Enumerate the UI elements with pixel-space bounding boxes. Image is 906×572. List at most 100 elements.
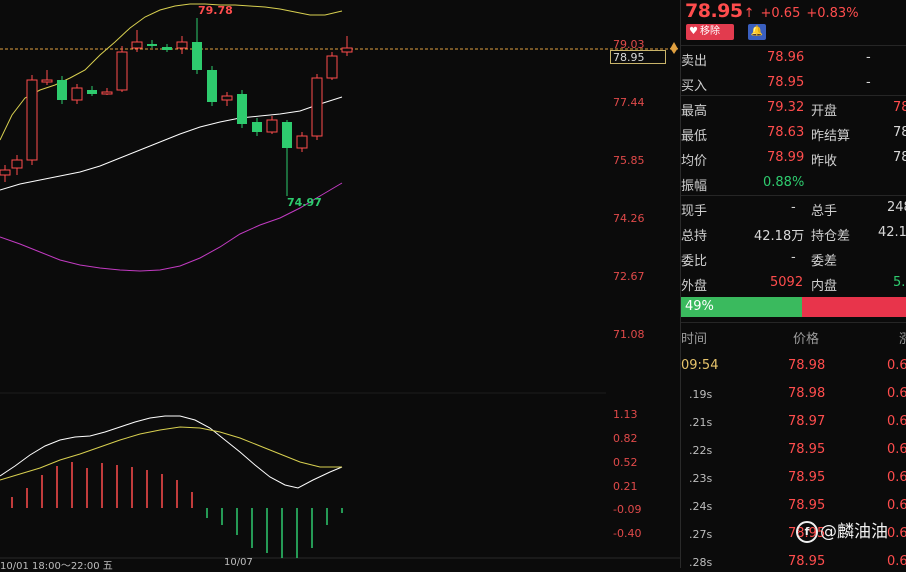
high-label: 最高 bbox=[681, 104, 708, 119]
bid-label: 买入 bbox=[681, 79, 708, 94]
quote-panel: 78.95↑ +0.65 +0.83% ♥ 移除 🔔 卖出 78.96 - 买入 78… bbox=[681, 0, 906, 568]
open-label: 开盘 bbox=[811, 104, 838, 119]
tick-price: 78.97 bbox=[788, 414, 826, 429]
tick-change: 0.6 bbox=[887, 358, 906, 373]
price-axis-label: 75.85 bbox=[613, 154, 645, 167]
last-price: 78.95 bbox=[685, 0, 743, 22]
chart-canvas[interactable] bbox=[0, 0, 680, 568]
outer-label: 外盘 bbox=[681, 279, 708, 294]
low-label: 最低 bbox=[681, 129, 708, 144]
alert-button[interactable]: 🔔 bbox=[748, 24, 766, 40]
macd-axis-label: -0.40 bbox=[613, 527, 642, 540]
divider bbox=[681, 45, 906, 46]
tick-price: 78.95 bbox=[788, 470, 826, 485]
avg-label: 均价 bbox=[681, 154, 708, 169]
order-ratio-value: - bbox=[791, 250, 796, 265]
low-value: 78.63 bbox=[767, 125, 805, 140]
tick-row[interactable]: .22s 78.95 0.6 bbox=[681, 436, 906, 464]
oi-change-label: 持仓差 bbox=[811, 229, 851, 244]
order-diff-label: 委差 bbox=[811, 254, 838, 269]
total-volume-value: 248 bbox=[887, 200, 906, 215]
sell-ratio-segment: 5 bbox=[802, 297, 906, 317]
candle-body bbox=[162, 47, 172, 50]
date-label: 10/01 18:00～22:00 五 bbox=[0, 561, 113, 572]
tick-price: 78.98 bbox=[788, 386, 826, 401]
candle-body bbox=[192, 42, 202, 70]
candle-body bbox=[266, 119, 278, 133]
open-interest-row: 总持 42.18万 持仓差 42.1 bbox=[681, 221, 906, 246]
weibo-icon: f bbox=[796, 521, 818, 543]
header-change: 涨 bbox=[899, 332, 906, 347]
candle-body bbox=[11, 159, 23, 169]
tick-row[interactable]: .23s 78.95 0.6 bbox=[681, 464, 906, 492]
open-interest-value: 42.18万 bbox=[754, 229, 805, 244]
macd-axis-label: 0.82 bbox=[613, 432, 638, 445]
tick-row[interactable]: .24s 78.95 0.6 bbox=[681, 492, 906, 520]
price-axis-label: 77.44 bbox=[613, 96, 645, 109]
bid-price: 78.95 bbox=[767, 75, 805, 90]
current-volume-label: 现手 bbox=[681, 204, 708, 219]
tick-row[interactable]: .21s 78.97 0.6 bbox=[681, 408, 906, 436]
tick-price: 78.95 bbox=[788, 554, 826, 568]
open-interest-label: 总持 bbox=[681, 229, 708, 244]
high-point-label: 79.78 bbox=[198, 4, 233, 17]
bid-row: 买入 78.95 - bbox=[681, 71, 906, 96]
total-volume-label: 总手 bbox=[811, 204, 838, 219]
price-change-pct: +0.83% bbox=[806, 6, 859, 21]
amplitude-row: 振幅 0.88% bbox=[681, 171, 906, 196]
order-ratio-row: 委比 - 委差 bbox=[681, 246, 906, 271]
header-price: 价格 bbox=[793, 332, 820, 347]
candle-body bbox=[326, 55, 338, 79]
price-axis-label: 72.67 bbox=[613, 270, 645, 283]
tick-time: .22s bbox=[689, 444, 713, 457]
tick-change: 0.6 bbox=[887, 442, 906, 457]
price-change: +0.65 bbox=[760, 6, 801, 21]
panel-divider bbox=[680, 0, 681, 568]
candlestick-chart[interactable]: 79.03 78.95 77.44 75.85 74.26 72.67 71.0… bbox=[0, 0, 680, 572]
ask-price: 78.96 bbox=[767, 50, 805, 65]
current-price-marker-2 bbox=[670, 48, 678, 54]
mid-band-line bbox=[0, 96, 343, 191]
amplitude-label: 振幅 bbox=[681, 179, 708, 194]
ask-label: 卖出 bbox=[681, 54, 708, 69]
macd-axis-label: 0.21 bbox=[613, 480, 638, 493]
remove-favorite-button[interactable]: ♥ 移除 bbox=[686, 24, 734, 40]
oi-change-value: 42.1 bbox=[878, 225, 906, 240]
candle-body bbox=[311, 77, 323, 137]
header-time: 时间 bbox=[681, 332, 708, 347]
divider bbox=[681, 95, 906, 96]
outer-value: 5092 bbox=[770, 275, 804, 290]
divider bbox=[681, 195, 906, 196]
tick-row[interactable]: .28s 78.95 0.6 bbox=[681, 548, 906, 568]
candle-body bbox=[252, 122, 262, 132]
candle-body bbox=[221, 95, 233, 101]
price-axis-label: 79.03 bbox=[613, 38, 645, 51]
ask-volume: - bbox=[866, 50, 871, 65]
tick-change: 0.6 bbox=[887, 498, 906, 513]
order-ratio-label: 委比 bbox=[681, 254, 708, 269]
bid-volume: - bbox=[866, 75, 871, 90]
tick-row[interactable]: 09:54 78.98 0.6 bbox=[681, 352, 906, 380]
upper-band-line bbox=[0, 3, 343, 141]
amplitude-value: 0.88% bbox=[763, 175, 805, 190]
high-row: 最高 79.32 开盘 78 bbox=[681, 96, 906, 121]
buy-ratio-segment: 49% bbox=[681, 297, 804, 317]
candle-body bbox=[87, 90, 97, 94]
volume-row: 现手 - 总手 248 bbox=[681, 196, 906, 221]
up-arrow-icon: ↑ bbox=[743, 6, 755, 21]
tick-change: 0.6 bbox=[887, 386, 906, 401]
tick-time: .28s bbox=[689, 556, 713, 568]
candle-body bbox=[296, 135, 308, 149]
candle-body bbox=[101, 91, 113, 95]
candle-body bbox=[71, 87, 83, 101]
prev-settle-label: 昨结算 bbox=[811, 129, 851, 144]
macd-axis-label: -0.09 bbox=[613, 503, 642, 516]
tick-row[interactable]: .19s 78.98 0.6 bbox=[681, 380, 906, 408]
watermark-text: @麟油油 bbox=[820, 522, 888, 542]
open-value: 78 bbox=[893, 100, 906, 115]
high-value: 79.32 bbox=[767, 100, 805, 115]
tick-price: 78.98 bbox=[788, 358, 826, 373]
candle-body bbox=[0, 169, 11, 176]
price-header: 78.95↑ +0.65 +0.83% bbox=[685, 0, 859, 22]
date-label: 10/07 bbox=[224, 557, 253, 568]
